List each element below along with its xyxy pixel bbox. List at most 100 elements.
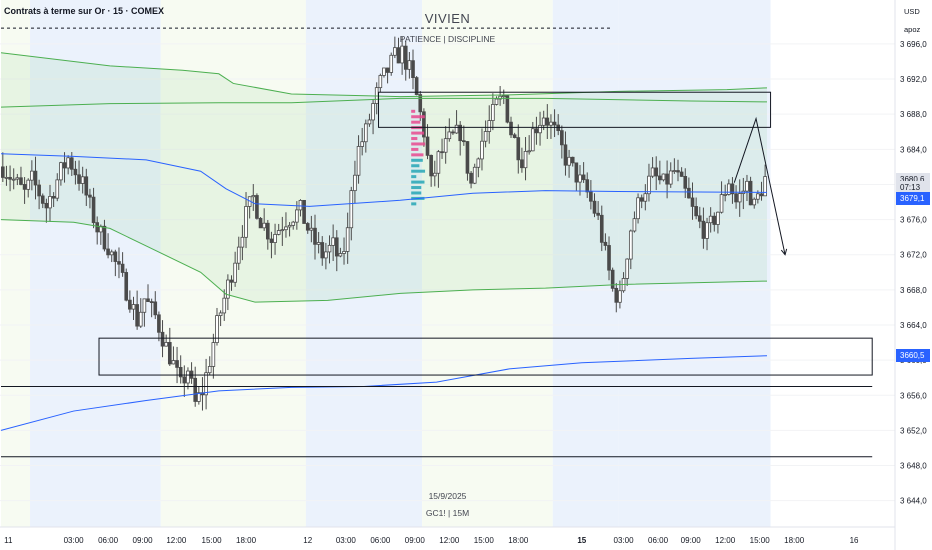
price-tick-label: 3 648,0 — [900, 462, 927, 471]
candle-body — [37, 184, 41, 197]
volume-profile-bar — [411, 115, 425, 119]
candle-body — [320, 242, 325, 259]
candle-body — [59, 162, 63, 181]
candle-body — [748, 180, 753, 206]
candle-body — [610, 269, 615, 289]
series-line — [0, 52, 768, 98]
zone-rectangle[interactable] — [378, 91, 772, 128]
candle-body — [316, 242, 321, 245]
candle-body — [22, 184, 27, 190]
candle-body — [353, 174, 357, 192]
candle-body — [73, 168, 78, 176]
candle-body — [30, 170, 34, 181]
candle-body — [91, 196, 96, 224]
candle-body — [69, 157, 74, 170]
price-axis-panel[interactable] — [895, 0, 932, 550]
candle-body — [538, 124, 542, 134]
currency-button[interactable]: USD — [904, 7, 920, 16]
candle-body — [447, 131, 452, 140]
candle-body — [222, 297, 227, 314]
candle-body — [578, 174, 582, 183]
candle-body — [109, 251, 114, 256]
candle-body — [273, 233, 277, 243]
candle-body — [654, 167, 659, 177]
candle-body — [661, 173, 666, 181]
price-tick-label: 3 688,0 — [900, 110, 927, 119]
time-tick-label: 03:00 — [336, 536, 357, 545]
candle-body — [106, 248, 110, 256]
vwap-price-tag: 3679,1 — [896, 192, 930, 205]
candle-body — [51, 196, 56, 199]
session-band — [305, 0, 423, 527]
candle-body — [581, 174, 586, 181]
candle-body — [483, 131, 488, 142]
time-tick-label: 03:00 — [64, 536, 85, 545]
candle-body — [603, 241, 608, 246]
time-tick-label: 09:00 — [405, 536, 426, 545]
watermark-date: 15/9/2025 — [428, 491, 467, 501]
candle-body — [501, 95, 506, 98]
session-band — [1, 0, 31, 527]
volume-profile-bar — [411, 153, 424, 157]
candle-body — [124, 272, 129, 301]
candle-body — [338, 253, 343, 257]
candle-body — [494, 98, 499, 105]
candle-body — [393, 47, 397, 56]
candle-body — [523, 150, 528, 169]
candle-body — [153, 301, 158, 316]
candle-body — [331, 237, 335, 246]
candle-body — [233, 262, 237, 283]
candle-body — [716, 211, 720, 225]
price-tick-label: 3 652,0 — [900, 426, 927, 435]
projection-path[interactable] — [733, 116, 786, 255]
session-band — [160, 0, 306, 527]
candle-body — [487, 120, 492, 132]
candle-body — [491, 104, 495, 121]
candle-body — [160, 331, 165, 347]
watermark-subtitle: PATIENCE | DISCIPLINE — [399, 34, 496, 44]
candle-body — [679, 171, 684, 177]
time-tick-label: 12:00 — [715, 536, 736, 545]
symbol-title[interactable]: Contrats à terme sur Or · 15 · COMEX — [4, 6, 165, 16]
candle-body — [614, 287, 619, 303]
time-tick-label: 06:00 — [98, 536, 119, 545]
candle-body — [342, 251, 346, 254]
candle-body — [737, 193, 742, 203]
candle-body — [563, 144, 568, 166]
candle-body — [701, 220, 706, 239]
candle-body — [632, 218, 637, 232]
candle-body — [708, 215, 713, 224]
candle-body — [432, 172, 437, 177]
candle-body — [211, 342, 216, 367]
volume-profile-bar — [411, 169, 426, 173]
candle-body — [480, 140, 484, 160]
candle-body — [763, 176, 767, 197]
candle-body — [48, 196, 52, 209]
session-band — [30, 0, 161, 527]
candle-body — [77, 174, 81, 184]
price-tick-label: 3 672,0 — [900, 251, 927, 260]
watermark-title: VIVIEN — [424, 11, 471, 26]
candle-body — [560, 130, 564, 146]
candle-body — [549, 121, 553, 126]
lower-vwap-price-tag: 3660,5 — [896, 349, 930, 363]
candle-body — [512, 134, 517, 138]
candle-body — [385, 67, 390, 73]
zone-rectangle[interactable] — [98, 337, 873, 376]
candle-body — [658, 175, 662, 181]
price-tick-label: 3 656,0 — [900, 391, 927, 400]
candle-body — [745, 180, 749, 192]
candle-body — [44, 202, 49, 209]
candle-body — [80, 176, 85, 184]
candle-body — [251, 195, 256, 198]
candle-body — [269, 238, 274, 243]
time-tick-label: 18:00 — [784, 536, 805, 545]
series-line — [0, 97, 768, 108]
candle-body — [465, 141, 470, 174]
candle-body — [204, 372, 208, 396]
account-label[interactable]: apoz — [904, 25, 921, 34]
candle-body — [440, 151, 444, 154]
time-tick-label: 15:00 — [202, 536, 223, 545]
